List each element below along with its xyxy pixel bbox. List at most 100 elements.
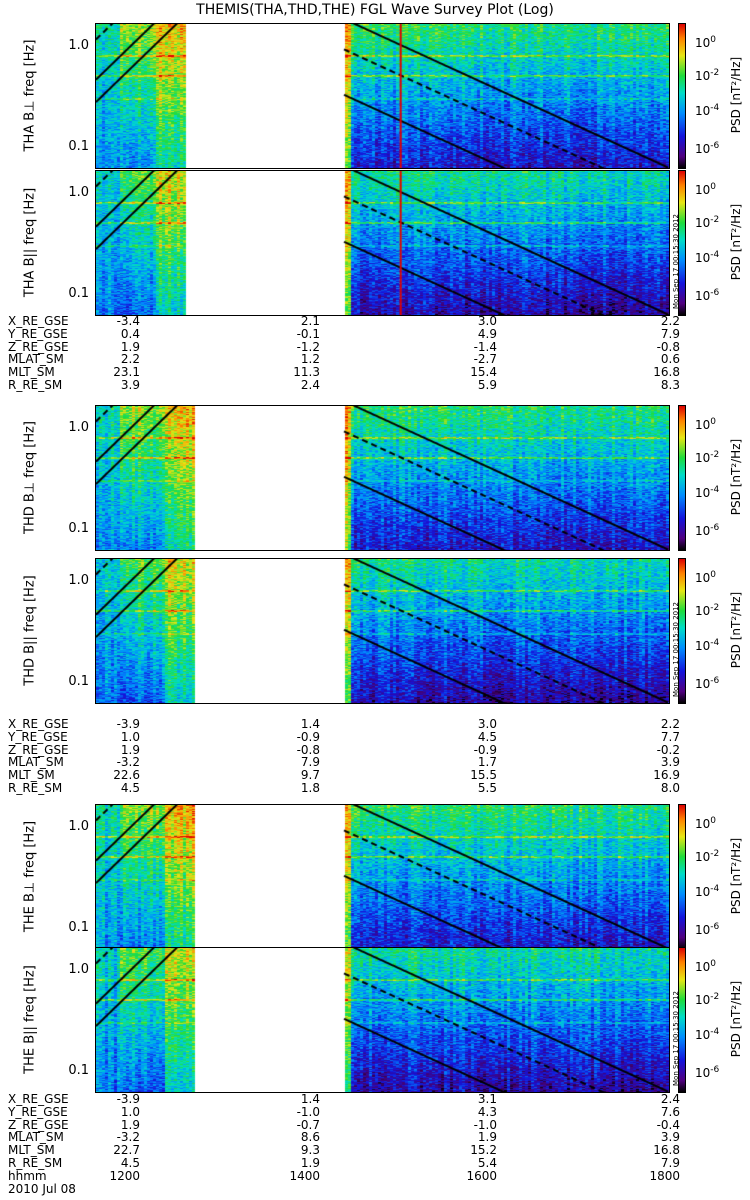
colorbar-label: PSD [nT²/Hz] — [729, 837, 743, 915]
ephemeris-value: 2.4 — [660, 1092, 680, 1106]
colorbar-label: PSD [nT²/Hz] — [729, 203, 743, 281]
ephemeris-value: -3.4 — [116, 314, 140, 328]
ephemeris-value: 3.9 — [660, 1130, 680, 1145]
ephemeris-value: 1600 — [466, 1168, 497, 1183]
colorbar-tick-label: 10-6 — [695, 921, 720, 937]
colorbar-tick-label: 10-4 — [695, 249, 720, 265]
ephemeris-value: 3.9 — [120, 378, 140, 392]
spectrogram-heatmap — [96, 559, 669, 703]
colorbar — [678, 558, 686, 704]
ephemeris-value: 15.2 — [470, 1143, 497, 1158]
ephemeris-value: -0.7 — [296, 1117, 320, 1132]
ephemeris-value: 1.9 — [120, 339, 140, 354]
ephemeris-value: 7.6 — [660, 1104, 680, 1119]
ephemeris-value: -1.2 — [296, 339, 320, 354]
ephemeris-value: 0.4 — [120, 326, 140, 341]
ephemeris-value: 4.5 — [477, 729, 497, 744]
colorbar — [678, 947, 686, 1093]
panel-y-label: THE B|| freq [Hz] — [22, 965, 38, 1074]
ephemeris-value: -3.9 — [116, 717, 140, 731]
ephemeris-value: 8.0 — [660, 781, 680, 795]
ephemeris-row-name: Z_RE_GSE — [8, 1117, 69, 1132]
colorbar-tick-label: 10-4 — [695, 883, 720, 899]
ephemeris-value: -0.1 — [296, 326, 320, 341]
colorbar-tick-label: 10-2 — [695, 214, 720, 230]
spectrogram-heatmap — [96, 948, 669, 1092]
spectrogram-heatmap — [96, 24, 669, 168]
ephemeris-value: 9.3 — [300, 1143, 320, 1158]
ephemeris-value: 1200 — [109, 1168, 140, 1183]
ephemeris-value: 1.4 — [300, 717, 320, 731]
ephemeris-row-name: Y_RE_GSE — [8, 1104, 68, 1119]
spectrogram-panel — [95, 170, 670, 316]
colorbar-label: PSD [nT²/Hz] — [729, 591, 743, 669]
colorbar-tick-label: 100 — [695, 570, 717, 586]
ephemeris-value: 3.0 — [477, 314, 497, 328]
ephemeris-value: 5.5 — [477, 781, 497, 795]
ephemeris-value: 7.9 — [300, 755, 320, 770]
y-tick-label: 1.0 — [68, 572, 89, 588]
ephemeris-value: 1.8 — [300, 781, 320, 795]
ephemeris-value: 3.9 — [660, 755, 680, 770]
colorbar-tick-label: 10-2 — [695, 602, 720, 618]
ephemeris-value: 4.5 — [120, 781, 140, 795]
ephemeris-row-name: Z_RE_GSE — [8, 339, 69, 354]
y-tick-label: 0.1 — [68, 1062, 89, 1078]
ephemeris-value: -0.9 — [296, 729, 320, 744]
colorbar-tick-label: 10-2 — [695, 67, 720, 83]
ephemeris-value: 3.1 — [477, 1092, 497, 1106]
ephemeris-value: -1.4 — [473, 339, 497, 354]
ephemeris-value: 1.0 — [120, 729, 140, 744]
y-tick-label: 0.1 — [68, 673, 89, 689]
ephemeris-value: 2.1 — [300, 314, 320, 328]
ephemeris-row-name: hhmm — [8, 1168, 47, 1183]
ephemeris-value: -0.8 — [296, 742, 320, 757]
date-label: 2010 Jul 08 — [8, 1181, 76, 1196]
timestamp-label: Mon Sep 17 00:15:30 2012 — [672, 991, 680, 1087]
y-tick-label: 0.1 — [68, 520, 89, 536]
ephemeris-row-name: R_RE_SM — [8, 1156, 63, 1170]
ephemeris-value: 15.4 — [470, 365, 497, 380]
y-tick-label: 0.1 — [68, 919, 89, 935]
ephemeris-row-name: X_RE_GSE — [8, 314, 69, 328]
ephemeris-row-name: MLT_SM — [8, 365, 55, 380]
ephemeris-value: 2.4 — [300, 378, 320, 392]
colorbar-tick-label: 10-6 — [695, 675, 720, 691]
ephemeris-value: 4.9 — [477, 326, 497, 341]
colorbar — [678, 405, 686, 551]
ephemeris-value: 1.9 — [477, 1130, 497, 1145]
ephemeris-row-name: R_RE_SM — [8, 781, 63, 795]
ephemeris-value: -0.8 — [656, 339, 680, 354]
spectrogram-heatmap — [96, 406, 669, 550]
colorbar-tick-label: 10-2 — [695, 449, 720, 465]
ephemeris-row-name: X_RE_GSE — [8, 717, 69, 731]
ephemeris-value: 2.2 — [120, 352, 140, 367]
ephemeris-value: 1.9 — [120, 742, 140, 757]
ephemeris-row-name: Y_RE_GSE — [8, 326, 68, 341]
ephemeris-value: 11.3 — [293, 365, 320, 380]
colorbar-tick-label: 10-6 — [695, 522, 720, 538]
colorbar-tick-label: 100 — [695, 35, 717, 51]
colorbar-tick-label: 10-4 — [695, 484, 720, 500]
ephemeris-value: -0.9 — [473, 742, 497, 757]
ephemeris-value: -1.0 — [296, 1104, 320, 1119]
colorbar-tick-label: 10-6 — [695, 1064, 720, 1080]
spectrogram-panel — [95, 804, 670, 950]
y-tick-label: 1.0 — [68, 419, 89, 435]
ephemeris-value: -1.0 — [473, 1117, 497, 1132]
ephemeris-value: 8.6 — [300, 1130, 320, 1145]
ephemeris-value: 1.9 — [300, 1156, 320, 1170]
colorbar-tick-label: 10-6 — [695, 140, 720, 156]
ephemeris-value: 15.5 — [470, 768, 497, 783]
ephemeris-row-name: X_RE_GSE — [8, 1092, 69, 1106]
y-tick-label: 1.0 — [68, 818, 89, 834]
ephemeris-value: 22.6 — [113, 768, 140, 783]
colorbar-tick-label: 100 — [695, 182, 717, 198]
ephemeris-value: 1.2 — [300, 352, 320, 367]
ephemeris-value: 2.2 — [660, 717, 680, 731]
ephemeris-value: 8.3 — [660, 378, 680, 392]
timestamp-label: Mon Sep 17 00:15:30 2012 — [672, 214, 680, 310]
colorbar-tick-label: 10-6 — [695, 287, 720, 303]
colorbar-tick-label: 100 — [695, 959, 717, 975]
